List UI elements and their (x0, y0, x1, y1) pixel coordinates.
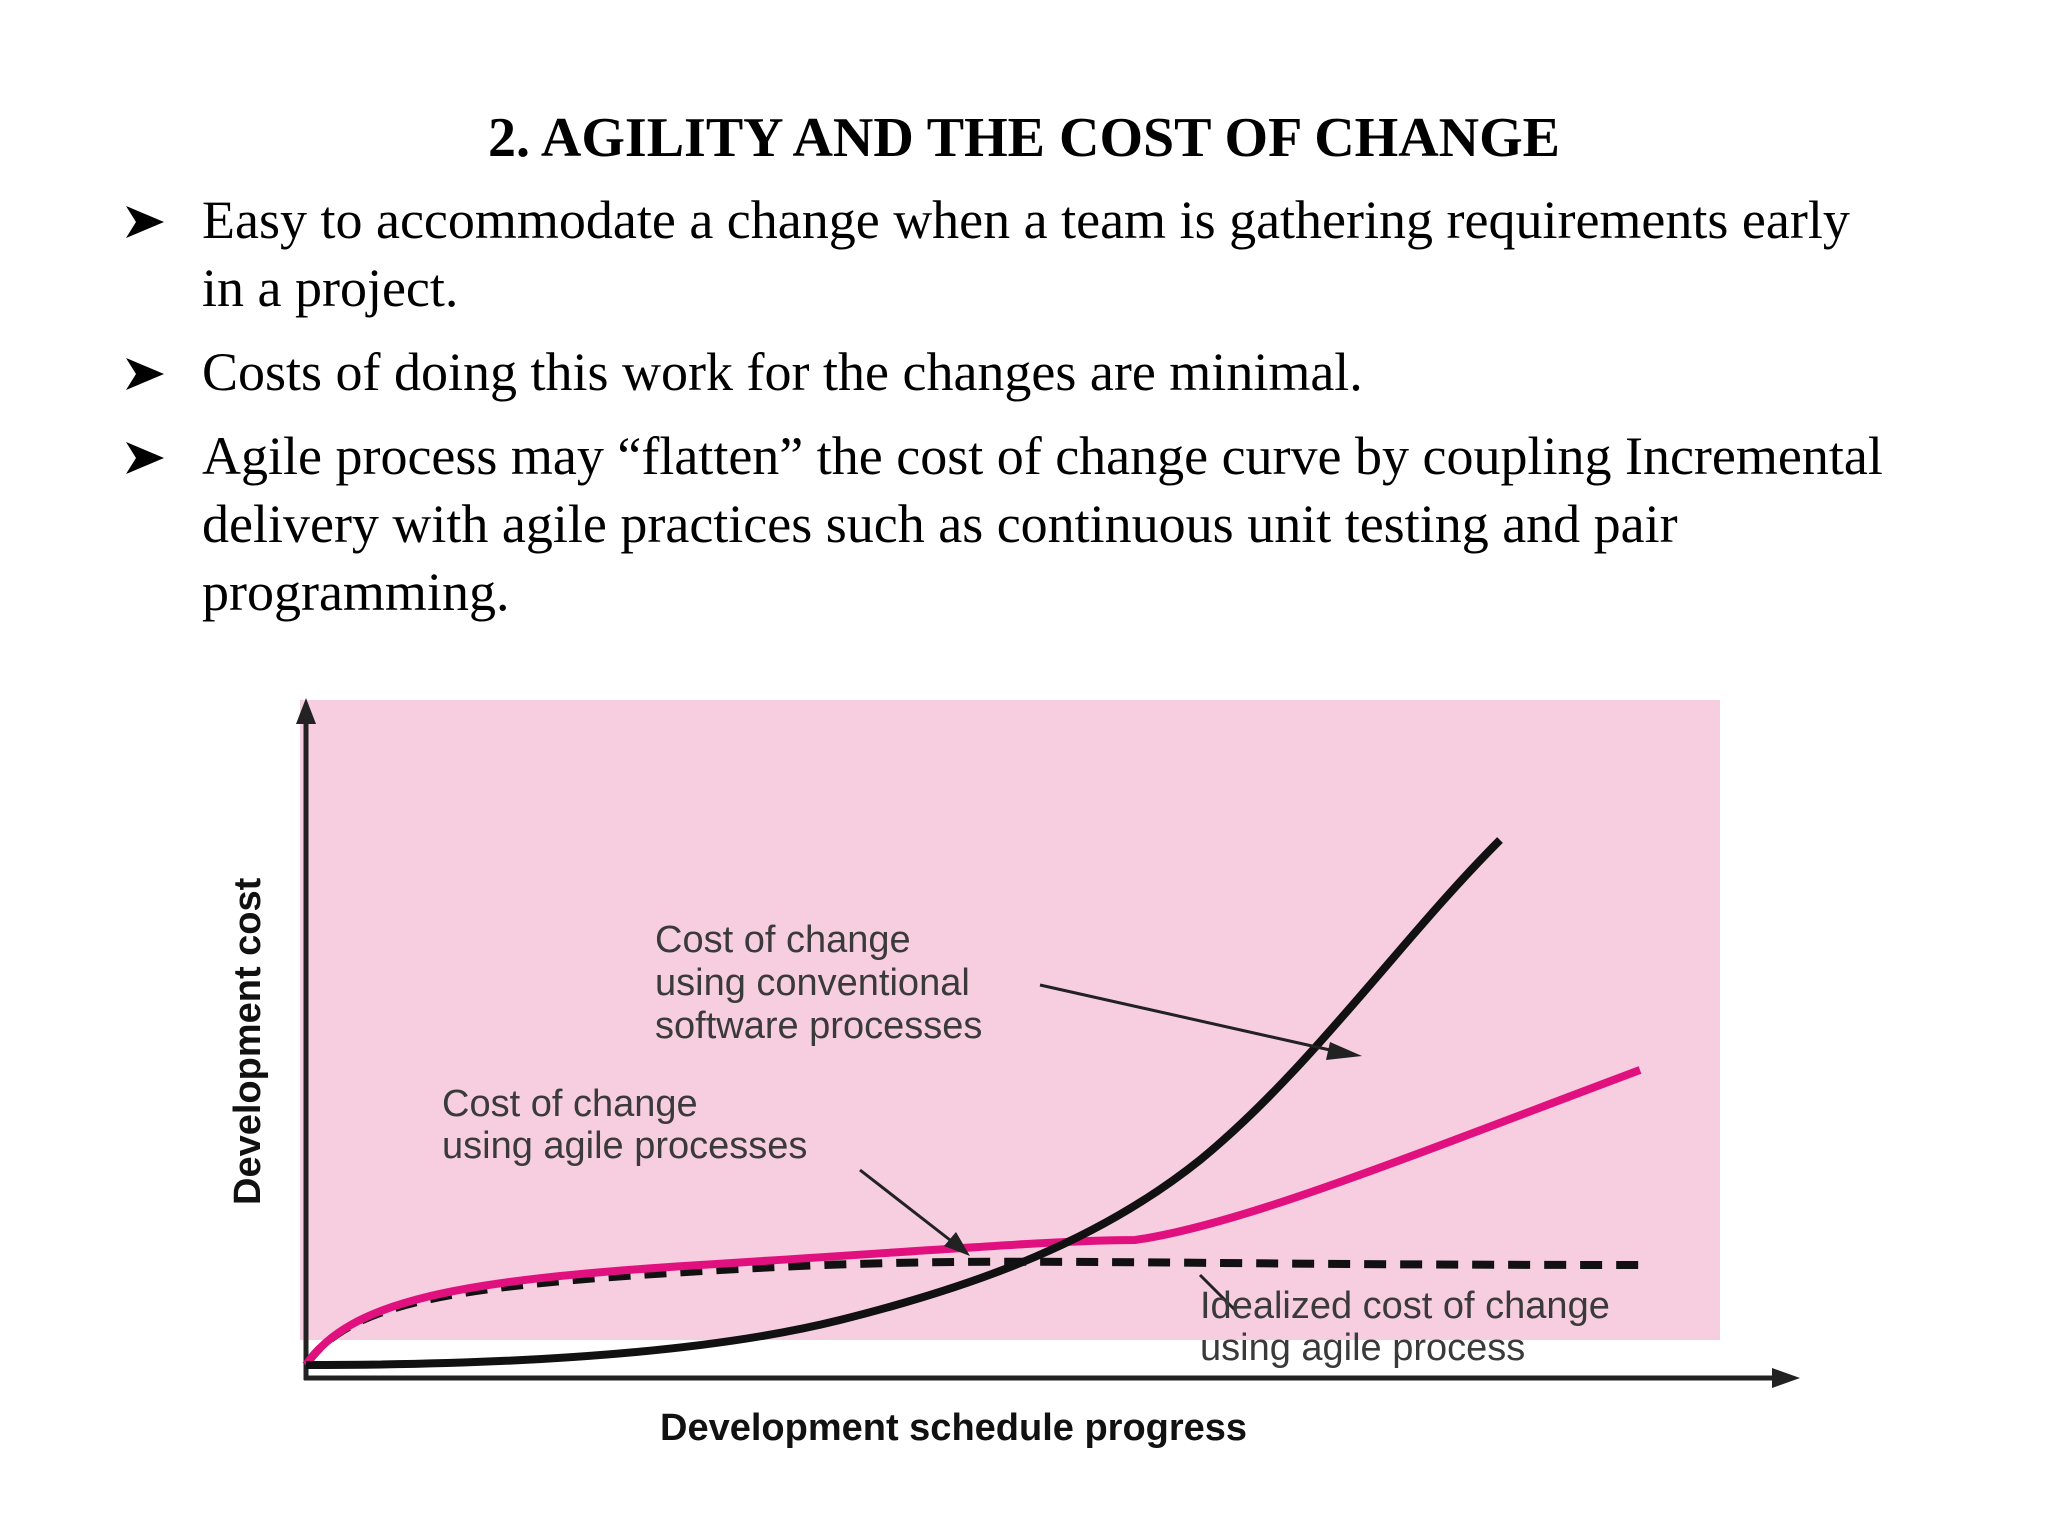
annotation-conventional-leader (1039, 983, 1331, 1052)
annotation-conventional-line-3: software processes (655, 1005, 982, 1047)
arrowhead-bullet-icon (126, 442, 164, 474)
annotation-conventional-line-2: using conventional (655, 962, 970, 1004)
x-axis-arrow-icon (1772, 1368, 1800, 1388)
bullet-text: Costs of doing this work for the changes… (202, 342, 1363, 402)
annotation-idealized-line-2: using agile process (1200, 1327, 1525, 1369)
bullet-item: Easy to accommodate a change when a team… (124, 186, 1904, 322)
idealized-agile-curve (302, 1257, 1641, 1368)
plot-background (300, 700, 1720, 1340)
bullet-item: Costs of doing this work for the changes… (124, 338, 1904, 406)
cost-of-change-diagram: Cost of change using conventional softwa… (227, 698, 1800, 1449)
annotation-idealized-line-1: Idealized cost of change (1200, 1285, 1610, 1327)
arrowhead-bullet-icon (126, 358, 164, 390)
y-axis-arrow-icon (296, 698, 316, 724)
annotation-agile-arrow-icon (944, 1232, 970, 1256)
x-axis-title: Development schedule progress (660, 1407, 1247, 1449)
annotation-agile-line-1: Cost of change (442, 1083, 698, 1125)
arrowhead-bullet-icon (126, 206, 164, 238)
bullet-text: Easy to accommodate a change when a team… (202, 190, 1850, 318)
cost-of-change-figure: Cost of change using conventional softwa… (200, 680, 1820, 1480)
bullet-text: Agile process may “flatten” the cost of … (202, 426, 1883, 622)
annotation-conventional-arrow-icon (1326, 1042, 1362, 1060)
annotation-conventional-line-1: Cost of change (655, 919, 911, 961)
y-axis-title: Development cost (227, 877, 269, 1205)
bullet-list: Easy to accommodate a change when a team… (124, 186, 1904, 642)
annotation-idealized-leader (1198, 1273, 1237, 1312)
conventional-curve (305, 837, 1503, 1369)
bullet-item: Agile process may “flatten” the cost of … (124, 422, 1904, 626)
annotation-agile-leader (859, 1168, 951, 1242)
annotation-agile-line-2: using agile processes (442, 1125, 807, 1167)
agile-curve (302, 1066, 1642, 1368)
slide-title: 2. AGILITY AND THE COST OF CHANGE (487, 107, 1560, 169)
